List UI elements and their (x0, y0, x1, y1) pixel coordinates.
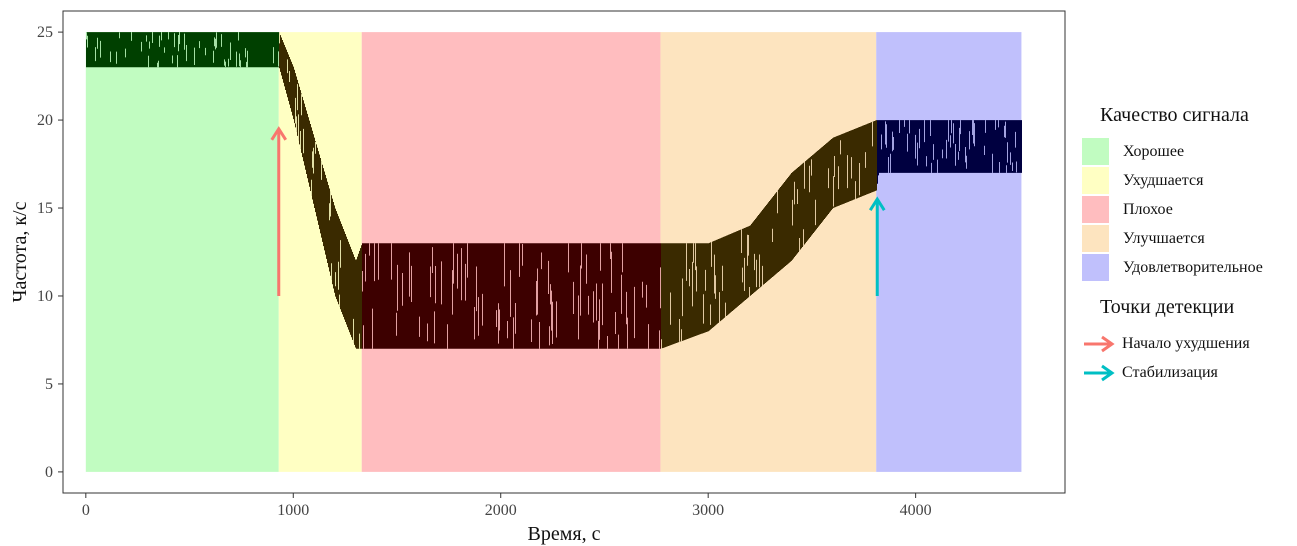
x-tick-label: 0 (82, 502, 90, 519)
detection-arrow-2 (868, 196, 886, 296)
legend-label: Стабилизация (1122, 363, 1218, 381)
legend-swatch (1082, 196, 1109, 223)
legend-label: Хорошее (1123, 142, 1185, 160)
x-tick-label: 3000 (692, 502, 724, 519)
plot-panel-border (62, 10, 1066, 494)
y-axis: 0 5 10 15 20 25 (37, 24, 63, 481)
legend-label: Плохое (1123, 200, 1173, 218)
y-tick-label: 5 (45, 376, 53, 393)
legend-item-quality-1: Хорошее (1082, 137, 1292, 166)
arrow-right-icon (1084, 364, 1115, 381)
y-tick-label: 15 (37, 200, 53, 217)
legend-label: Удовлетворительное (1123, 258, 1263, 276)
x-tick-label: 2000 (485, 502, 517, 519)
region-5 (876, 32, 1022, 472)
legend-label: Ухудшается (1123, 171, 1204, 189)
y-tick-label: 25 (37, 24, 53, 41)
legend-title-quality: Качество сигнала (1100, 104, 1249, 126)
legend-item-detection-1: Начало ухудшения (1082, 329, 1292, 358)
legend-item-quality-3: Плохое (1082, 195, 1292, 224)
detection-arrow-1 (270, 126, 288, 296)
legend-label: Улучшается (1123, 229, 1205, 247)
y-tick-label: 0 (45, 464, 53, 481)
y-tick-label: 10 (37, 288, 53, 305)
y-axis-label: Частота, к/с (9, 201, 31, 302)
y-tick-label: 20 (37, 112, 53, 129)
legend-label: Начало ухудшения (1122, 334, 1250, 352)
signal-trace (86, 32, 1022, 349)
legend-swatch (1082, 254, 1109, 281)
x-tick-label: 4000 (900, 502, 932, 519)
x-axis: 0 1000 2000 3000 4000 (82, 493, 932, 519)
legend-title-detection: Точки детекции (1100, 296, 1235, 318)
region-1 (85, 32, 279, 472)
legend-quality-list: Хорошее Ухудшается Плохое Улучшается Удовлет… (1082, 137, 1292, 282)
legend-item-detection-2: Стабилизация (1082, 358, 1292, 387)
legend-detection-list: Начало ухудшения Стабилизация (1082, 329, 1292, 387)
legend-item-quality-2: Ухудшается (1082, 166, 1292, 195)
legend-item-quality-4: Улучшается (1082, 224, 1292, 253)
arrow-head (868, 196, 886, 212)
arrow-head (270, 126, 288, 141)
arrow-right-icon (1084, 335, 1115, 352)
legend-swatch (1082, 225, 1109, 252)
x-axis-label: Время, с (528, 523, 601, 545)
legend: Качество сигнала Хорошее Ухудшается Плохое… (1082, 104, 1292, 387)
legend-item-quality-5: Удовлетворительное (1082, 253, 1292, 282)
legend-swatch (1082, 167, 1109, 194)
detection-arrows (270, 126, 886, 296)
legend-swatch (1082, 138, 1109, 165)
x-tick-label: 1000 (277, 502, 309, 519)
